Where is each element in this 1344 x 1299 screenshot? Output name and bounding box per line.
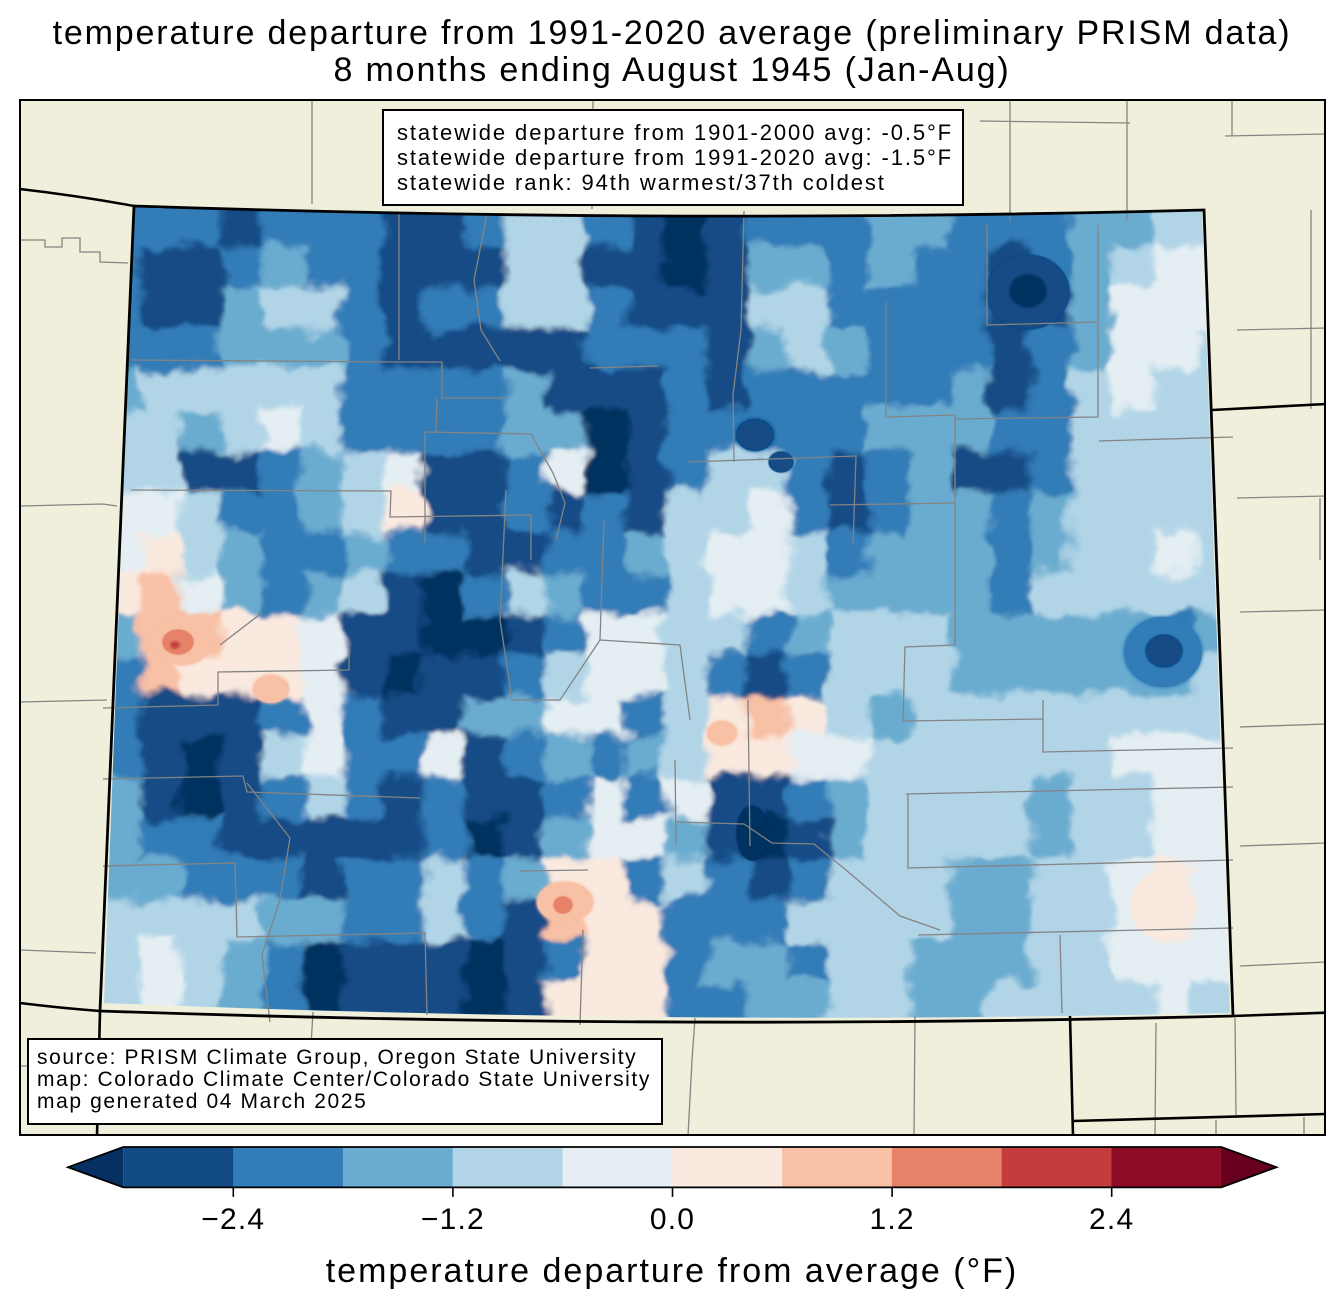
svg-text:2.4: 2.4	[1089, 1203, 1134, 1236]
svg-text:−1.2: −1.2	[421, 1203, 485, 1236]
svg-text:−2.4: −2.4	[201, 1203, 265, 1236]
svg-text:1.2: 1.2	[869, 1203, 914, 1236]
svg-text:0.0: 0.0	[650, 1203, 695, 1236]
